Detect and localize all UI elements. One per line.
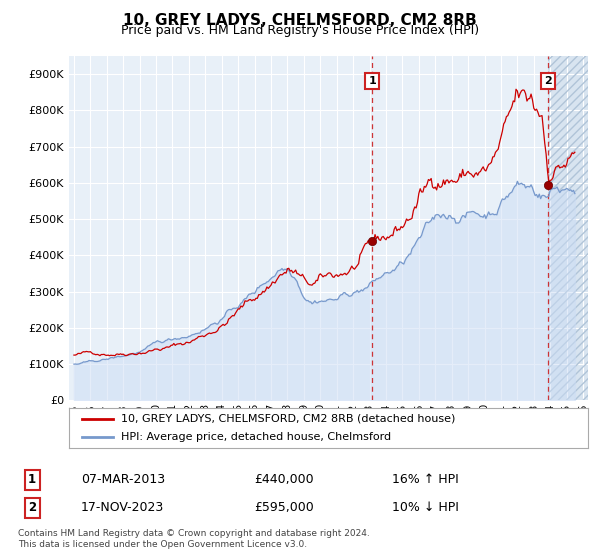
- Text: 2: 2: [28, 501, 36, 515]
- Text: 2: 2: [545, 76, 552, 86]
- Bar: [548, 56, 591, 400]
- Text: 17-NOV-2023: 17-NOV-2023: [81, 501, 164, 515]
- Text: 10% ↓ HPI: 10% ↓ HPI: [392, 501, 459, 515]
- Text: Contains HM Land Registry data © Crown copyright and database right 2024.
This d: Contains HM Land Registry data © Crown c…: [18, 529, 370, 549]
- Text: £440,000: £440,000: [254, 473, 314, 487]
- Text: 10, GREY LADYS, CHELMSFORD, CM2 8RB: 10, GREY LADYS, CHELMSFORD, CM2 8RB: [123, 13, 477, 28]
- Text: 10, GREY LADYS, CHELMSFORD, CM2 8RB (detached house): 10, GREY LADYS, CHELMSFORD, CM2 8RB (det…: [121, 414, 455, 423]
- Text: HPI: Average price, detached house, Chelmsford: HPI: Average price, detached house, Chel…: [121, 432, 391, 442]
- Text: 07-MAR-2013: 07-MAR-2013: [81, 473, 165, 487]
- Text: 1: 1: [28, 473, 36, 487]
- Text: Price paid vs. HM Land Registry's House Price Index (HPI): Price paid vs. HM Land Registry's House …: [121, 24, 479, 38]
- Text: 1: 1: [368, 76, 376, 86]
- Bar: [548, 56, 591, 400]
- Text: 16% ↑ HPI: 16% ↑ HPI: [392, 473, 459, 487]
- Text: £595,000: £595,000: [254, 501, 314, 515]
